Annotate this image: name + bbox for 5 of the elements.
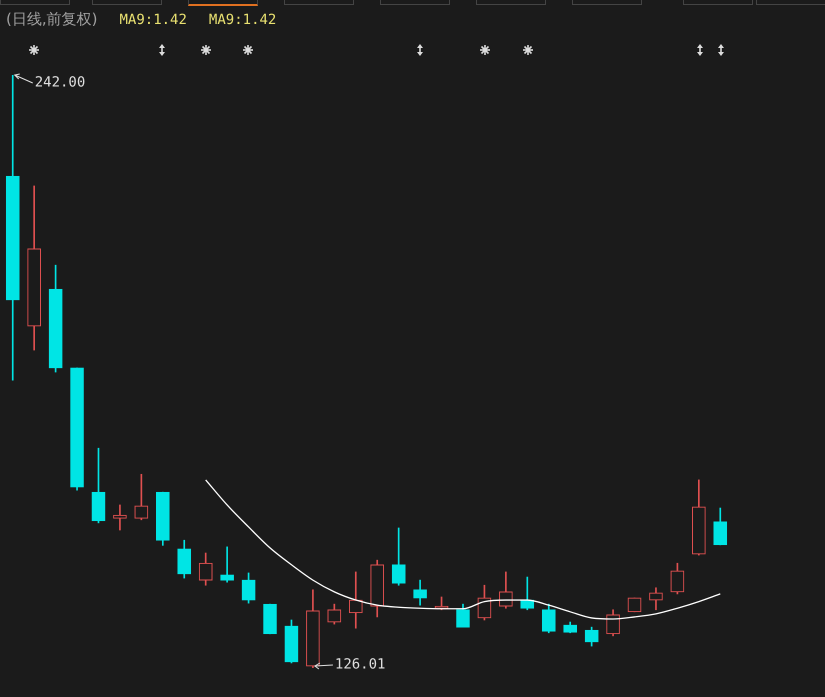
annotation: 126.01: [334, 656, 386, 673]
text: MA9:1.42: [208, 12, 276, 28]
chart-title: (日线,前复权): [6, 10, 98, 28]
text: MA9:1.42: [119, 12, 187, 28]
annotation: 242.00: [34, 74, 86, 91]
